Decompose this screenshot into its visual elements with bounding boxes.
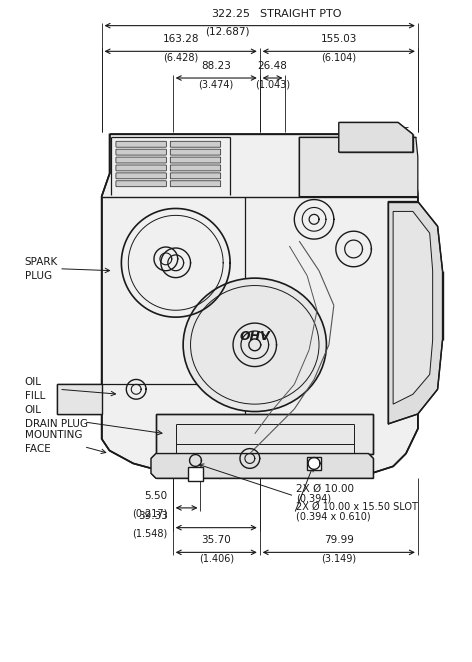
Text: (0.394 x 0.610): (0.394 x 0.610) — [296, 512, 371, 522]
Text: (12.687): (12.687) — [205, 26, 250, 36]
Ellipse shape — [183, 278, 327, 412]
FancyBboxPatch shape — [170, 149, 221, 155]
Text: (1.406): (1.406) — [199, 553, 234, 563]
FancyBboxPatch shape — [116, 181, 166, 187]
Text: 26.48: 26.48 — [258, 61, 287, 71]
FancyBboxPatch shape — [170, 181, 221, 187]
Polygon shape — [339, 122, 413, 152]
FancyBboxPatch shape — [116, 141, 166, 147]
Text: (3.474): (3.474) — [199, 79, 234, 89]
Polygon shape — [388, 201, 443, 424]
Polygon shape — [57, 385, 101, 414]
Text: MOUNTING
FACE: MOUNTING FACE — [25, 430, 82, 453]
Polygon shape — [393, 211, 433, 404]
Text: 2X Ø 10.00 x 15.50 SLOT: 2X Ø 10.00 x 15.50 SLOT — [296, 502, 418, 512]
Text: OHV: OHV — [239, 330, 270, 344]
Text: OIL
FILL: OIL FILL — [25, 377, 45, 401]
Text: (6.428): (6.428) — [163, 52, 198, 62]
Bar — [307, 457, 321, 470]
Polygon shape — [101, 134, 418, 478]
Text: STRAIGHT PTO: STRAIGHT PTO — [260, 9, 341, 19]
FancyBboxPatch shape — [116, 165, 166, 171]
Text: 5.50: 5.50 — [145, 491, 168, 501]
Text: 35.70: 35.70 — [202, 536, 231, 545]
Text: (0.217): (0.217) — [133, 509, 168, 519]
Text: 163.28: 163.28 — [162, 34, 199, 44]
FancyBboxPatch shape — [170, 165, 221, 171]
FancyBboxPatch shape — [116, 173, 166, 179]
Text: (1.548): (1.548) — [133, 529, 168, 539]
Polygon shape — [299, 137, 418, 197]
Text: 2X Ø 10.00: 2X Ø 10.00 — [296, 484, 354, 494]
FancyBboxPatch shape — [116, 149, 166, 155]
Text: (0.394): (0.394) — [296, 494, 331, 504]
Text: 79.99: 79.99 — [324, 536, 354, 545]
Text: 88.23: 88.23 — [201, 61, 231, 71]
FancyBboxPatch shape — [170, 173, 221, 179]
Text: (6.104): (6.104) — [321, 52, 356, 62]
Text: (1.043): (1.043) — [255, 79, 290, 89]
Polygon shape — [156, 414, 373, 453]
FancyBboxPatch shape — [170, 141, 221, 147]
Text: OIL
DRAIN PLUG: OIL DRAIN PLUG — [25, 405, 87, 429]
Text: 155.03: 155.03 — [320, 34, 357, 44]
Bar — [187, 467, 203, 481]
Text: 39.33: 39.33 — [138, 511, 168, 521]
Text: 322.25: 322.25 — [211, 9, 250, 19]
Polygon shape — [151, 453, 373, 478]
FancyBboxPatch shape — [170, 157, 221, 163]
Text: SPARK
PLUG: SPARK PLUG — [25, 257, 58, 281]
Text: (3.149): (3.149) — [321, 553, 356, 563]
FancyBboxPatch shape — [116, 157, 166, 163]
